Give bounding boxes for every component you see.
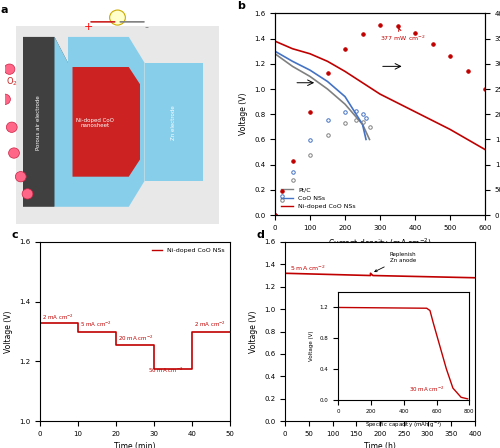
X-axis label: Current density (mA cm$^{-2}$): Current density (mA cm$^{-2}$) [328, 236, 432, 251]
Polygon shape [54, 37, 144, 207]
Text: 2 mA cm$^{-2}$: 2 mA cm$^{-2}$ [42, 312, 74, 322]
Y-axis label: Voltage (V): Voltage (V) [240, 93, 248, 135]
Polygon shape [144, 63, 203, 181]
Text: Replenish
Zn anode: Replenish Zn anode [375, 252, 416, 271]
Text: Porous air electrode: Porous air electrode [36, 95, 41, 151]
Text: 5 mA cm$^{-2}$: 5 mA cm$^{-2}$ [80, 320, 112, 329]
Circle shape [0, 94, 10, 104]
Text: -: - [145, 22, 149, 32]
Y-axis label: Voltage (V): Voltage (V) [4, 310, 14, 353]
Text: +: + [84, 22, 93, 32]
Text: Ni-doped CoO
nanosheet: Ni-doped CoO nanosheet [76, 117, 114, 128]
Text: d: d [256, 230, 264, 240]
Legend: Ni-doped CoO NSs: Ni-doped CoO NSs [150, 245, 227, 255]
Circle shape [110, 10, 126, 25]
Circle shape [4, 64, 15, 74]
X-axis label: Time (min): Time (min) [114, 442, 156, 448]
Circle shape [22, 189, 33, 199]
Text: c: c [12, 230, 18, 240]
Circle shape [16, 172, 26, 182]
Text: 377 mW cm$^{-2}$: 377 mW cm$^{-2}$ [380, 28, 426, 43]
Circle shape [8, 148, 20, 158]
Text: 20 mA cm$^{-2}$: 20 mA cm$^{-2}$ [118, 334, 154, 343]
Text: 5 mA cm$^{-2}$: 5 mA cm$^{-2}$ [290, 263, 326, 273]
Text: 2 mA cm$^{-2}$: 2 mA cm$^{-2}$ [194, 320, 226, 329]
Text: Zn electrode: Zn electrode [171, 106, 176, 140]
Legend: Pt/C, CoO NSs, Ni-doped CoO NSs: Pt/C, CoO NSs, Ni-doped CoO NSs [278, 185, 358, 212]
Circle shape [6, 122, 17, 133]
Text: 50 mA cm$^{-2}$: 50 mA cm$^{-2}$ [148, 366, 184, 375]
Y-axis label: Voltage (V): Voltage (V) [250, 310, 258, 353]
Text: b: b [237, 1, 245, 11]
Polygon shape [23, 37, 68, 207]
Text: a: a [0, 4, 8, 15]
Text: O$_2$: O$_2$ [6, 75, 18, 88]
X-axis label: Time (h): Time (h) [364, 442, 396, 448]
Polygon shape [72, 67, 140, 177]
